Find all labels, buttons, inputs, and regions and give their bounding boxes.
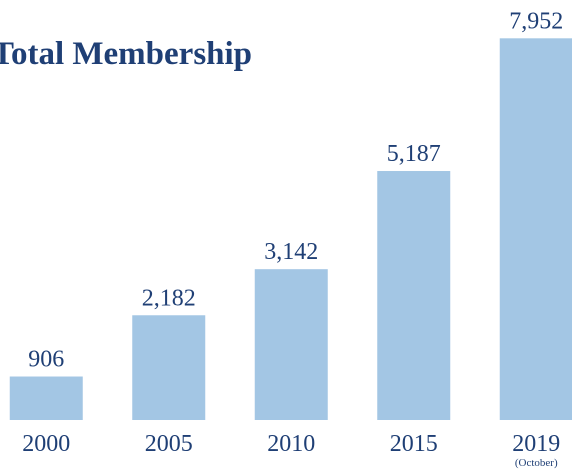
x-tick-label: 2019 — [512, 431, 560, 457]
bar — [499, 38, 572, 420]
bar — [377, 171, 451, 420]
x-tick-label: 2010 — [267, 431, 315, 457]
x-tick-label: 2000 — [22, 431, 70, 457]
bar — [132, 315, 206, 420]
x-tick-label: 2015 — [390, 431, 438, 457]
chart-title: Total Membership — [0, 36, 252, 72]
value-label: 2,182 — [142, 285, 196, 311]
value-label: 5,187 — [387, 141, 441, 167]
value-label: 3,142 — [264, 239, 318, 265]
x-annotation: (October) — [515, 457, 558, 469]
bar — [254, 269, 328, 420]
bar — [9, 376, 83, 420]
x-tick-label: 2005 — [145, 431, 193, 457]
value-label: 906 — [28, 347, 64, 373]
value-label: 7,952 — [509, 8, 563, 34]
